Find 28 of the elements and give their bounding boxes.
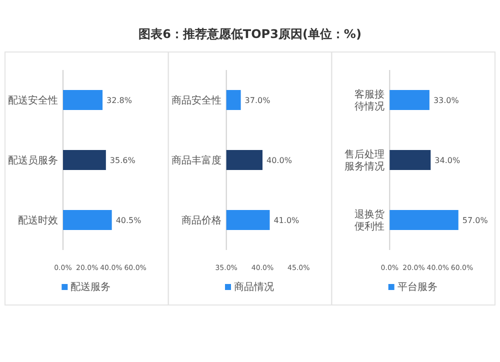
data-label: 34.0% [434, 156, 460, 165]
y-tick-label: 客服接待情况 [354, 88, 385, 112]
y-tick-label: 退换货便利性 [354, 208, 385, 232]
y-tick-label: 配送员服务 [8, 154, 58, 166]
y-tick-label: 商品价格 [181, 214, 222, 226]
bar [63, 90, 103, 110]
chart-title: 图表6：推荐意愿低TOP3原因(单位：%) [138, 27, 362, 41]
data-label: 33.0% [433, 96, 460, 105]
data-label: 32.8% [106, 96, 132, 105]
bar [63, 210, 112, 230]
legend-label: 配送服务 [70, 281, 111, 293]
data-label: 41.0% [274, 216, 300, 225]
data-label: 35.6% [110, 156, 136, 165]
bar [390, 150, 431, 170]
y-tick-label: 配送时效 [18, 214, 58, 226]
bar [390, 210, 458, 230]
y-tick-label: 售后处理服务情况 [344, 148, 385, 172]
y-tick-label: 商品丰富度 [171, 154, 222, 166]
bar [390, 90, 430, 110]
data-label: 57.0% [462, 216, 488, 225]
y-tick-label: 商品安全性 [171, 94, 222, 106]
data-label: 40.0% [266, 156, 292, 165]
legend-label: 商品情况 [234, 281, 274, 293]
y-tick-label: 配送安全性 [8, 94, 58, 106]
data-label: 37.0% [244, 96, 271, 105]
legend-label: 平台服务 [397, 281, 438, 293]
data-label: 40.5% [116, 216, 142, 225]
bar [63, 150, 106, 170]
